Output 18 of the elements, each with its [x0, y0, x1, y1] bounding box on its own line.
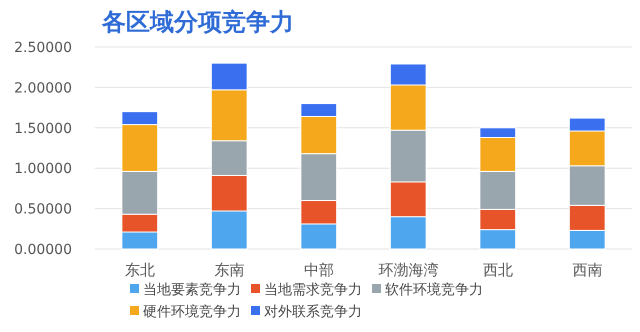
legend-label: 软件环境竞争力 — [385, 282, 483, 298]
y-tick-label: 2.50000 — [14, 40, 72, 56]
x-tick-label: 中部 — [304, 261, 334, 279]
chart-title: 各区域分项竞争力 — [101, 8, 294, 36]
x-tick-label: 环渤海湾 — [378, 261, 438, 279]
y-tick-label: 2.00000 — [14, 80, 72, 96]
legend-label: 当地要素竞争力 — [143, 282, 241, 298]
x-tick-label: 西北 — [482, 261, 513, 279]
x-tick-label: 东北 — [124, 261, 155, 279]
legend-label: 对外联系竞争力 — [264, 304, 362, 320]
x-tick-label: 东南 — [214, 261, 244, 279]
y-tick-label: 0.00000 — [14, 242, 72, 258]
x-tick-label: 西南 — [572, 261, 602, 279]
legend-label: 当地需求竞争力 — [264, 282, 362, 298]
legend-label: 硬件环境竞争力 — [143, 304, 241, 320]
y-tick-label: 1.00000 — [14, 161, 72, 178]
y-tick-label: 0.50000 — [14, 202, 72, 218]
y-tick-label: 1.50000 — [14, 120, 72, 137]
